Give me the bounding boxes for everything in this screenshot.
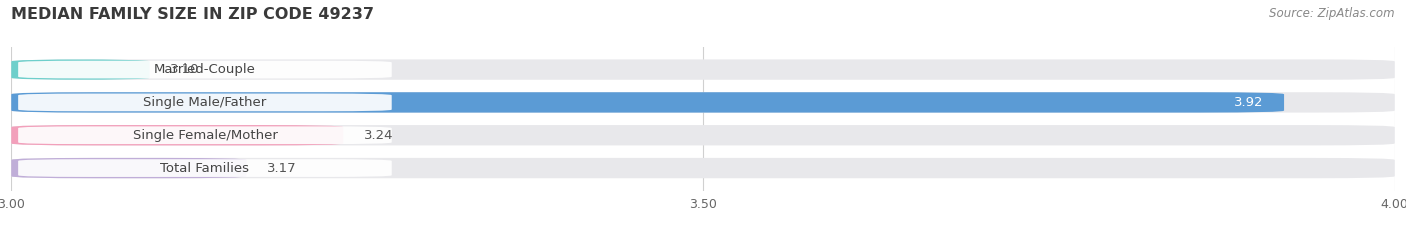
- FancyBboxPatch shape: [18, 126, 392, 144]
- Text: MEDIAN FAMILY SIZE IN ZIP CODE 49237: MEDIAN FAMILY SIZE IN ZIP CODE 49237: [11, 7, 374, 22]
- FancyBboxPatch shape: [11, 59, 149, 80]
- FancyBboxPatch shape: [11, 158, 1395, 178]
- Text: Single Male/Father: Single Male/Father: [143, 96, 267, 109]
- Text: Single Female/Mother: Single Female/Mother: [132, 129, 277, 142]
- FancyBboxPatch shape: [11, 59, 1395, 80]
- FancyBboxPatch shape: [11, 158, 246, 178]
- Text: Married-Couple: Married-Couple: [155, 63, 256, 76]
- FancyBboxPatch shape: [11, 125, 343, 145]
- Text: 3.10: 3.10: [170, 63, 200, 76]
- FancyBboxPatch shape: [11, 125, 1395, 145]
- Text: 3.17: 3.17: [267, 161, 297, 175]
- FancyBboxPatch shape: [11, 92, 1395, 113]
- Text: 3.24: 3.24: [364, 129, 394, 142]
- FancyBboxPatch shape: [18, 159, 392, 177]
- Text: Total Families: Total Families: [160, 161, 249, 175]
- FancyBboxPatch shape: [18, 61, 392, 79]
- FancyBboxPatch shape: [11, 92, 1284, 113]
- FancyBboxPatch shape: [18, 94, 392, 111]
- Text: Source: ZipAtlas.com: Source: ZipAtlas.com: [1270, 7, 1395, 20]
- Text: 3.92: 3.92: [1234, 96, 1264, 109]
